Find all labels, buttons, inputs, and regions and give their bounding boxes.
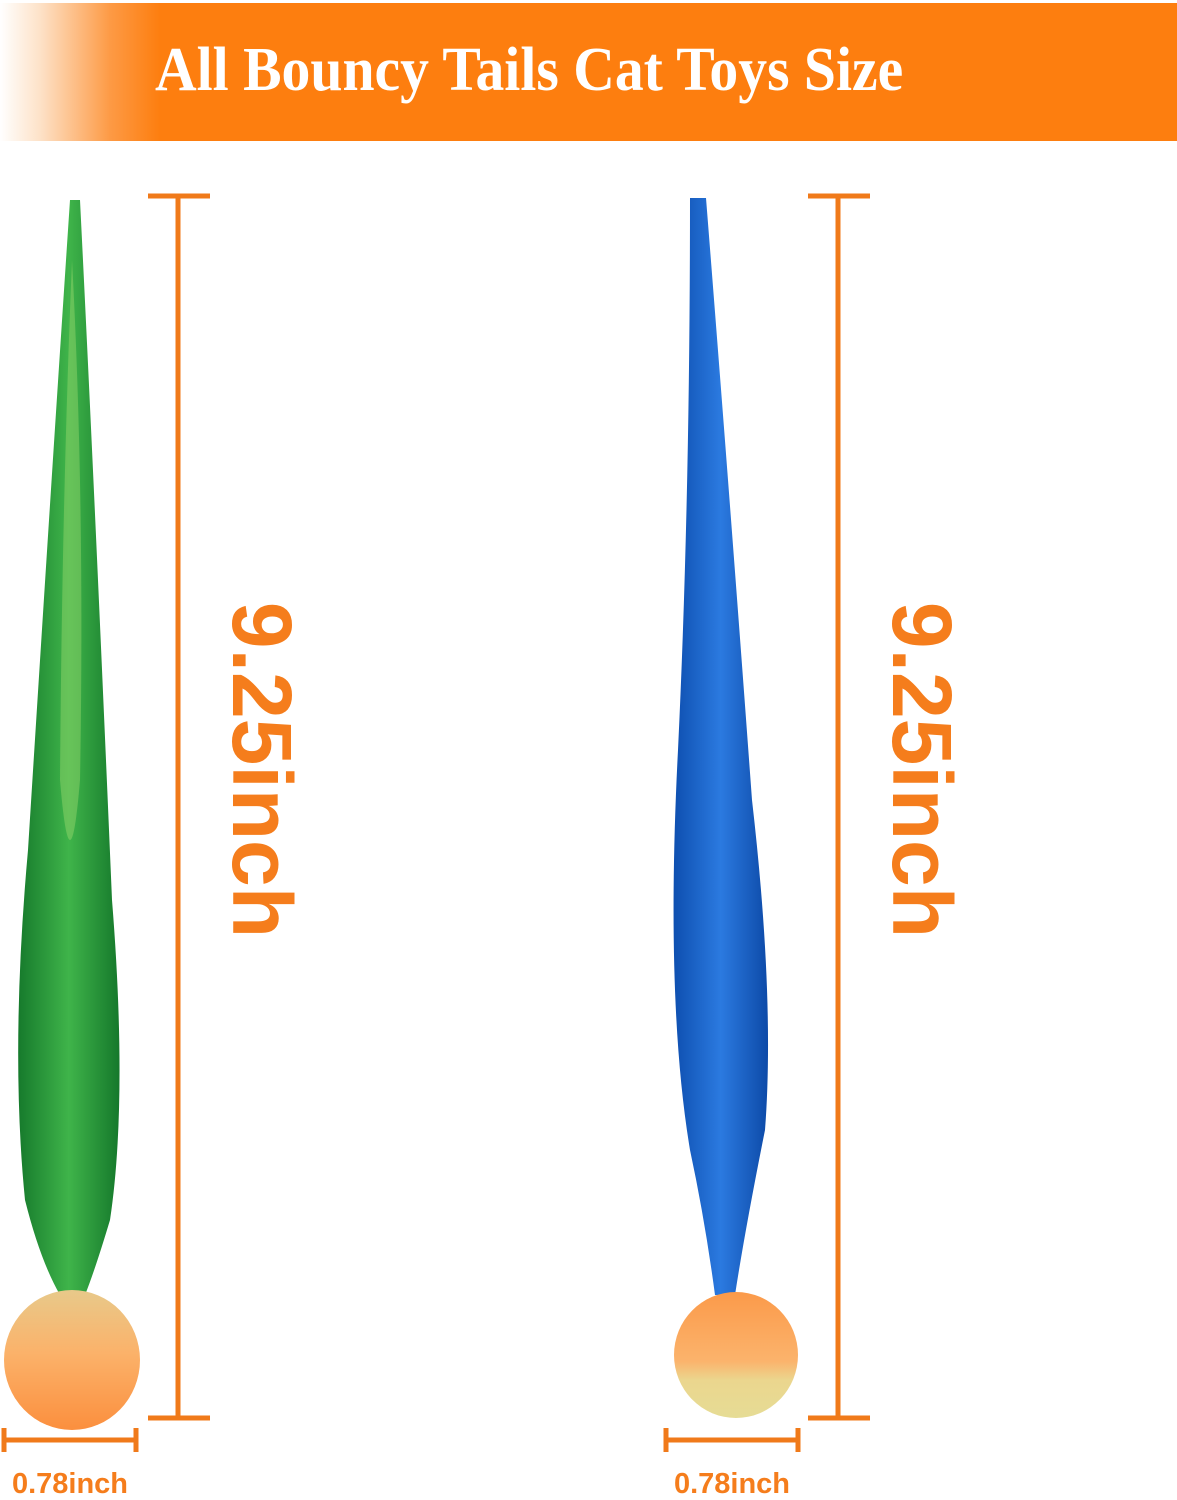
blue-tail-toy: [673, 198, 798, 1418]
width-label-left: 0.78inch: [11, 1468, 129, 1500]
page-title: All Bouncy Tails Cat Toys Size: [155, 36, 904, 104]
blue-tail: [673, 198, 769, 1295]
width-label-right: 0.78inch: [673, 1468, 791, 1500]
green-tail-ball: [4, 1290, 140, 1430]
length-label-left: 9.25inch: [215, 601, 309, 939]
title-banner: All Bouncy Tails Cat Toys Size: [0, 3, 1177, 141]
blue-tail-ball: [674, 1292, 798, 1418]
length-label-right: 9.25inch: [875, 601, 969, 939]
dimension-lines: [1, 193, 870, 1452]
green-tail-highlight: [60, 260, 82, 840]
green-tail-toy: [4, 200, 140, 1430]
